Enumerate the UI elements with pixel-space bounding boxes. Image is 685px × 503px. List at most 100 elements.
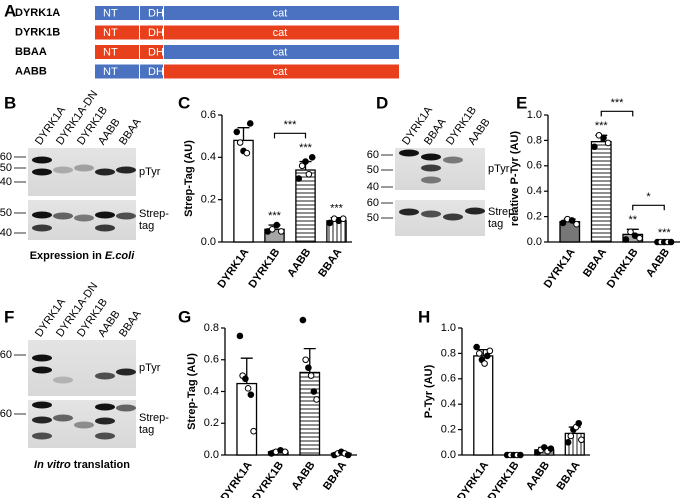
x-tick-label: DYRK1A xyxy=(455,459,491,498)
mw-marker: 60 xyxy=(0,408,12,420)
blot-label: Strep- xyxy=(139,412,169,424)
blot-band xyxy=(95,168,115,176)
data-point xyxy=(233,128,241,136)
y-tick-label: 0.8 xyxy=(441,347,456,359)
x-tick-label: AABB xyxy=(644,246,672,279)
data-point xyxy=(307,372,315,379)
domain-segment xyxy=(140,45,163,59)
domain-label: NT xyxy=(103,7,118,19)
lane-label: BBAA xyxy=(117,116,144,147)
blot-band xyxy=(421,164,441,172)
y-tick-label: 0.2 xyxy=(204,417,219,429)
x-tick-label: AABB xyxy=(524,459,552,492)
domain-label: DH xyxy=(148,46,164,58)
blot-band xyxy=(53,414,73,422)
y-tick-label: 0.6 xyxy=(527,160,542,172)
x-tick-label: DYRK1B xyxy=(250,459,286,498)
mw-marker: 60 xyxy=(0,349,12,361)
data-point xyxy=(242,375,249,383)
data-point xyxy=(622,236,630,243)
domain-label: cat xyxy=(273,66,288,78)
significance: *** xyxy=(658,227,672,239)
data-point xyxy=(564,439,572,446)
blot-band xyxy=(116,212,136,220)
y-tick-label: 0.6 xyxy=(201,109,216,121)
caption-part: Expression in xyxy=(30,250,105,262)
data-point xyxy=(305,170,313,178)
panel-label: G xyxy=(178,307,191,326)
x-tick-label: DYRK1A xyxy=(542,246,578,290)
significance: *** xyxy=(268,210,282,222)
domain-label: DH xyxy=(148,66,164,78)
mw-marker: 50 xyxy=(367,164,379,176)
domain-label: DH xyxy=(148,7,164,19)
data-point xyxy=(244,385,252,392)
data-point xyxy=(247,391,255,398)
x-tick-label: AABB xyxy=(285,246,313,279)
blot-band xyxy=(32,224,52,232)
blot-band xyxy=(95,224,115,232)
blot-band xyxy=(95,403,115,411)
significance: *** xyxy=(299,142,313,154)
blot-band xyxy=(32,211,52,219)
construct-name: DYRK1A xyxy=(15,7,60,19)
domain-label: NT xyxy=(103,66,118,78)
significance: *** xyxy=(330,203,344,215)
data-point xyxy=(308,154,316,161)
domain-segment xyxy=(140,25,163,40)
y-axis-label: Strep-Tag (AU) xyxy=(183,140,195,217)
blot-band xyxy=(74,214,94,222)
domain-segment xyxy=(95,45,139,59)
data-point xyxy=(302,356,309,364)
domain-segment xyxy=(164,45,399,59)
y-tick-label: 0.0 xyxy=(204,449,219,461)
domain-segment xyxy=(140,64,163,79)
x-tick-label: BBAA xyxy=(581,246,609,279)
blot-band xyxy=(32,156,52,164)
construct-name: DYRK1B xyxy=(15,26,60,38)
data-point xyxy=(667,238,675,246)
panel-label: D xyxy=(376,93,388,112)
bar xyxy=(299,371,321,456)
data-point xyxy=(486,347,494,355)
caption-part: translation xyxy=(71,459,131,471)
blot-band xyxy=(32,366,52,374)
y-tick-label: 1.0 xyxy=(527,109,542,121)
blot-label: tag xyxy=(139,220,154,232)
y-tick-label: 0.2 xyxy=(441,424,456,436)
mw-marker: 50 xyxy=(0,207,12,219)
mw-marker: 60 xyxy=(0,151,12,163)
blot-label: Strep- xyxy=(139,208,169,220)
blot-band xyxy=(95,417,115,425)
domain-segment xyxy=(164,64,399,79)
bracket xyxy=(600,110,634,117)
construct-name: AABB xyxy=(15,65,47,77)
y-axis-label: relative P-Tyr (AU) xyxy=(509,131,521,226)
bracket-label: *** xyxy=(611,97,625,109)
blot-band xyxy=(95,211,115,219)
lane-label: BBAA xyxy=(117,308,144,339)
significance: ** xyxy=(628,214,637,226)
mw-marker: 60 xyxy=(367,197,379,209)
blot-band xyxy=(95,432,115,440)
x-tick-label: DYRK1B xyxy=(247,246,283,290)
data-point xyxy=(246,120,254,127)
bracket xyxy=(273,132,307,139)
domain-label: cat xyxy=(273,7,288,19)
blot-band xyxy=(32,354,52,362)
y-tick-label: 0.2 xyxy=(527,211,542,223)
blot-label: pTyr xyxy=(139,166,161,178)
data-point xyxy=(573,220,580,228)
data-point xyxy=(578,436,585,444)
blot-band xyxy=(116,166,136,174)
y-axis-label: Strep-Tag (AU) xyxy=(186,353,198,430)
x-tick-label: BBAA xyxy=(555,459,583,492)
y-tick-label: 0.8 xyxy=(204,322,219,334)
data-point xyxy=(559,219,567,227)
bar xyxy=(590,141,612,243)
data-point xyxy=(310,388,318,395)
error-bar xyxy=(237,127,250,141)
blot-band xyxy=(74,421,94,429)
data-point xyxy=(268,226,276,233)
